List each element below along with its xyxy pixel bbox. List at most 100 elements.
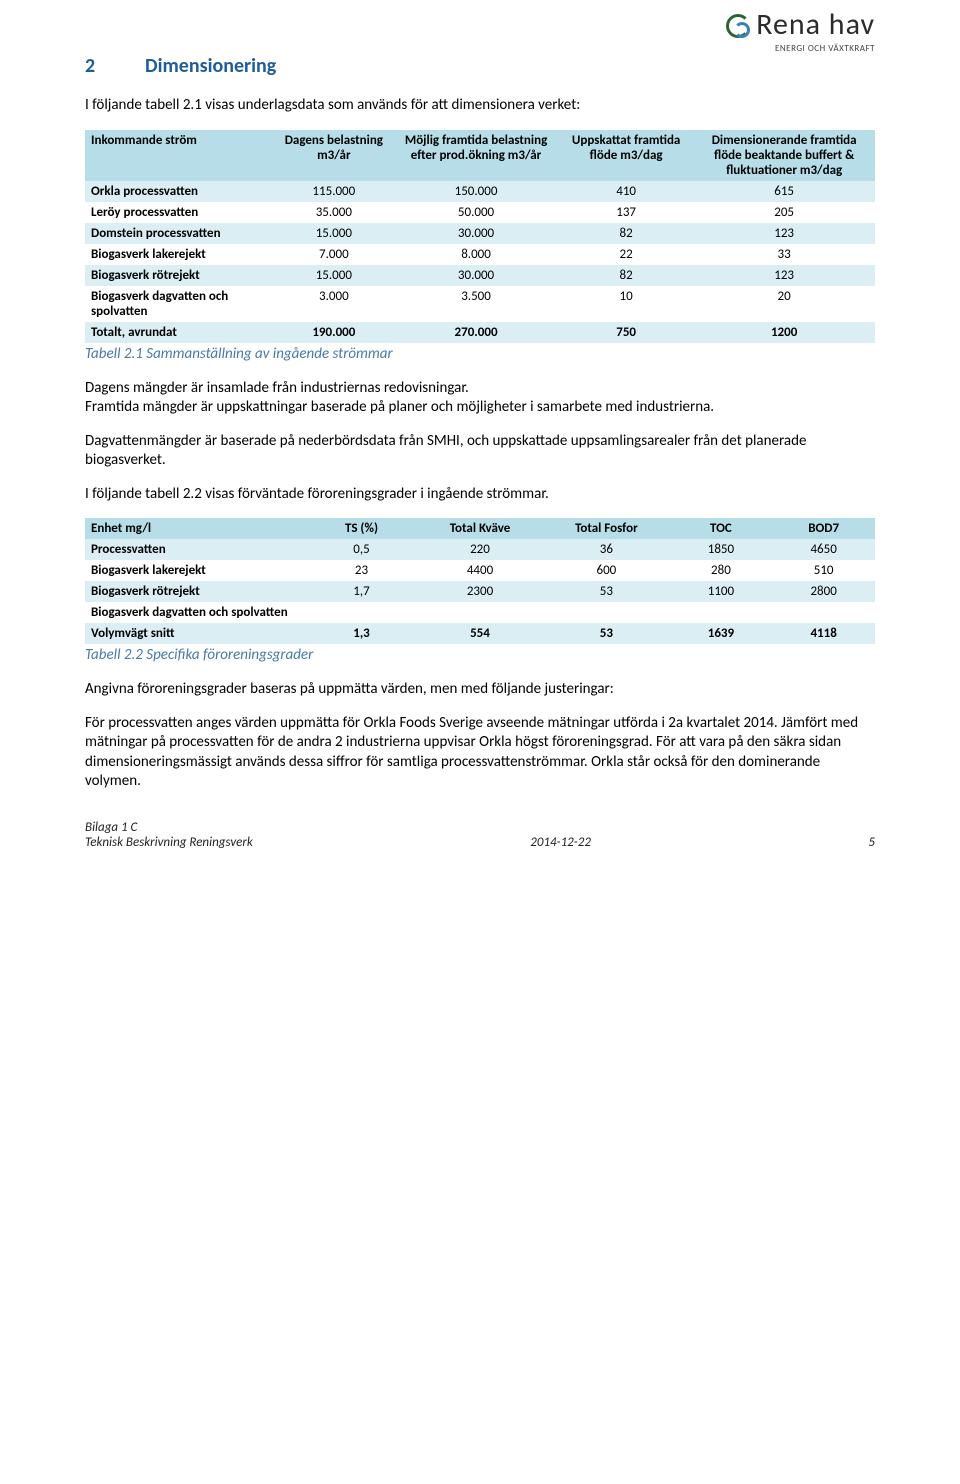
- table-cell: 7.000: [275, 244, 394, 265]
- table-header-cell: Möjlig framtida belastning efter prod.ök…: [393, 130, 559, 181]
- footer-center: 2014-12-22: [530, 835, 591, 850]
- table-cell: 1200: [693, 322, 875, 343]
- table-header-cell: Uppskattat framtida flöde m3/dag: [559, 130, 693, 181]
- table-cell: Biogasverk lakerejekt: [85, 560, 306, 581]
- table-cell: Orkla processvatten: [85, 181, 275, 202]
- table-cell: 1,7: [306, 581, 417, 602]
- table-cell: 2800: [772, 581, 875, 602]
- table-cell: 10: [559, 286, 693, 322]
- table-cell: Leröy processvatten: [85, 202, 275, 223]
- table-row: Biogasverk dagvatten och spolvatten3.000…: [85, 286, 875, 322]
- table-cell: 2300: [417, 581, 543, 602]
- table-cell: Domstein processvatten: [85, 223, 275, 244]
- table-cell: 510: [772, 560, 875, 581]
- table-cell: 82: [559, 265, 693, 286]
- table-header-cell: Dagens belastning m3/år: [275, 130, 394, 181]
- table-cell: 23: [306, 560, 417, 581]
- logo: Rena hav ENERGI OCH VÄXTKRAFT: [724, 6, 875, 54]
- table-cell: 205: [693, 202, 875, 223]
- table-row: Domstein processvatten15.00030.00082123: [85, 223, 875, 244]
- table-cell: 150.000: [393, 181, 559, 202]
- table-cell: 30.000: [393, 265, 559, 286]
- table-cell: 33: [693, 244, 875, 265]
- table-cell: 280: [670, 560, 773, 581]
- table-cell: 220: [417, 539, 543, 560]
- table-cell: 22: [559, 244, 693, 265]
- table-cell: 82: [559, 223, 693, 244]
- table-cell: Biogasverk dagvatten och spolvatten: [85, 602, 306, 623]
- table-row: Processvatten0,52203618504650: [85, 539, 875, 560]
- footer-left-line2: Teknisk Beskrivning Reningsverk: [85, 835, 253, 850]
- table-cell: 1850: [670, 539, 773, 560]
- table-header-cell: Inkommande ström: [85, 130, 275, 181]
- table-cell: Totalt, avrundat: [85, 322, 275, 343]
- table-cell: 4118: [772, 623, 875, 644]
- logo-main: Rena hav: [724, 6, 875, 43]
- table-cell: [543, 602, 669, 623]
- table-2: Enhet mg/lTS (%)Total KväveTotal FosforT…: [85, 518, 875, 644]
- table-cell: [772, 602, 875, 623]
- body-paragraph-1: Dagens mängder är insamlade från industr…: [85, 379, 875, 418]
- table-cell: 53: [543, 581, 669, 602]
- footer-left: Bilaga 1 C Teknisk Beskrivning Reningsve…: [85, 820, 253, 850]
- table-cell: 600: [543, 560, 669, 581]
- logo-swirl-icon: [724, 12, 750, 38]
- table-cell: 554: [417, 623, 543, 644]
- table-cell: 35.000: [275, 202, 394, 223]
- table-cell: Biogasverk rötrejekt: [85, 581, 306, 602]
- table-cell: 190.000: [275, 322, 394, 343]
- table-cell: 615: [693, 181, 875, 202]
- footer-left-line1: Bilaga 1 C: [85, 820, 253, 835]
- logo-tagline: ENERGI OCH VÄXTKRAFT: [724, 43, 875, 54]
- table-cell: 53: [543, 623, 669, 644]
- page-footer: Bilaga 1 C Teknisk Beskrivning Reningsve…: [85, 820, 875, 850]
- table-cell: 50.000: [393, 202, 559, 223]
- table-header-cell: BOD7: [772, 518, 875, 539]
- table-row: Biogasverk rötrejekt15.00030.00082123: [85, 265, 875, 286]
- table-row: Leröy processvatten35.00050.000137205: [85, 202, 875, 223]
- table-cell: Volymvägt snitt: [85, 623, 306, 644]
- table-cell: Biogasverk dagvatten och spolvatten: [85, 286, 275, 322]
- table-cell: 4650: [772, 539, 875, 560]
- table-cell: Processvatten: [85, 539, 306, 560]
- table-row: Biogasverk lakerejekt234400600280510: [85, 560, 875, 581]
- table-header-cell: Total Fosfor: [543, 518, 669, 539]
- table-cell: 4400: [417, 560, 543, 581]
- table-header-cell: Total Kväve: [417, 518, 543, 539]
- table-row: Orkla processvatten115.000150.000410615: [85, 181, 875, 202]
- table-2-caption: Tabell 2.2 Specifika föroreningsgrader: [85, 646, 875, 664]
- body-paragraph-4: Angivna föroreningsgrader baseras på upp…: [85, 680, 875, 700]
- table-cell: 30.000: [393, 223, 559, 244]
- body-paragraph-2: Dagvattenmängder är baserade på nederbör…: [85, 432, 875, 471]
- table-cell: Biogasverk lakerejekt: [85, 244, 275, 265]
- logo-text: Rena hav: [756, 6, 875, 43]
- table-cell: Biogasverk rötrejekt: [85, 265, 275, 286]
- section-title: Dimensionering: [145, 54, 276, 78]
- table-cell: 1100: [670, 581, 773, 602]
- table-cell: 3.500: [393, 286, 559, 322]
- footer-page-number: 5: [868, 835, 875, 850]
- table-1: Inkommande strömDagens belastning m3/årM…: [85, 130, 875, 343]
- table-cell: 36: [543, 539, 669, 560]
- body-paragraph-5: För processvatten anges värden uppmätta …: [85, 714, 875, 792]
- table-row: Totalt, avrundat190.000270.0007501200: [85, 322, 875, 343]
- table-cell: 115.000: [275, 181, 394, 202]
- table-cell: 3.000: [275, 286, 394, 322]
- table-row: Volymvägt snitt1,35545316394118: [85, 623, 875, 644]
- table-cell: 1639: [670, 623, 773, 644]
- table-cell: 123: [693, 265, 875, 286]
- table-row: Biogasverk lakerejekt7.0008.0002233: [85, 244, 875, 265]
- table-header-cell: Enhet mg/l: [85, 518, 306, 539]
- table-row: Biogasverk dagvatten och spolvatten: [85, 602, 875, 623]
- section-number: 2: [85, 54, 145, 78]
- table-cell: 8.000: [393, 244, 559, 265]
- section-heading: 2Dimensionering: [85, 54, 875, 78]
- table-header-cell: TOC: [670, 518, 773, 539]
- table-row: Biogasverk rötrejekt1,723005311002800: [85, 581, 875, 602]
- table-cell: 0,5: [306, 539, 417, 560]
- table-cell: [417, 602, 543, 623]
- table-cell: 270.000: [393, 322, 559, 343]
- table-cell: 137: [559, 202, 693, 223]
- table-cell: 20: [693, 286, 875, 322]
- table-header-cell: TS (%): [306, 518, 417, 539]
